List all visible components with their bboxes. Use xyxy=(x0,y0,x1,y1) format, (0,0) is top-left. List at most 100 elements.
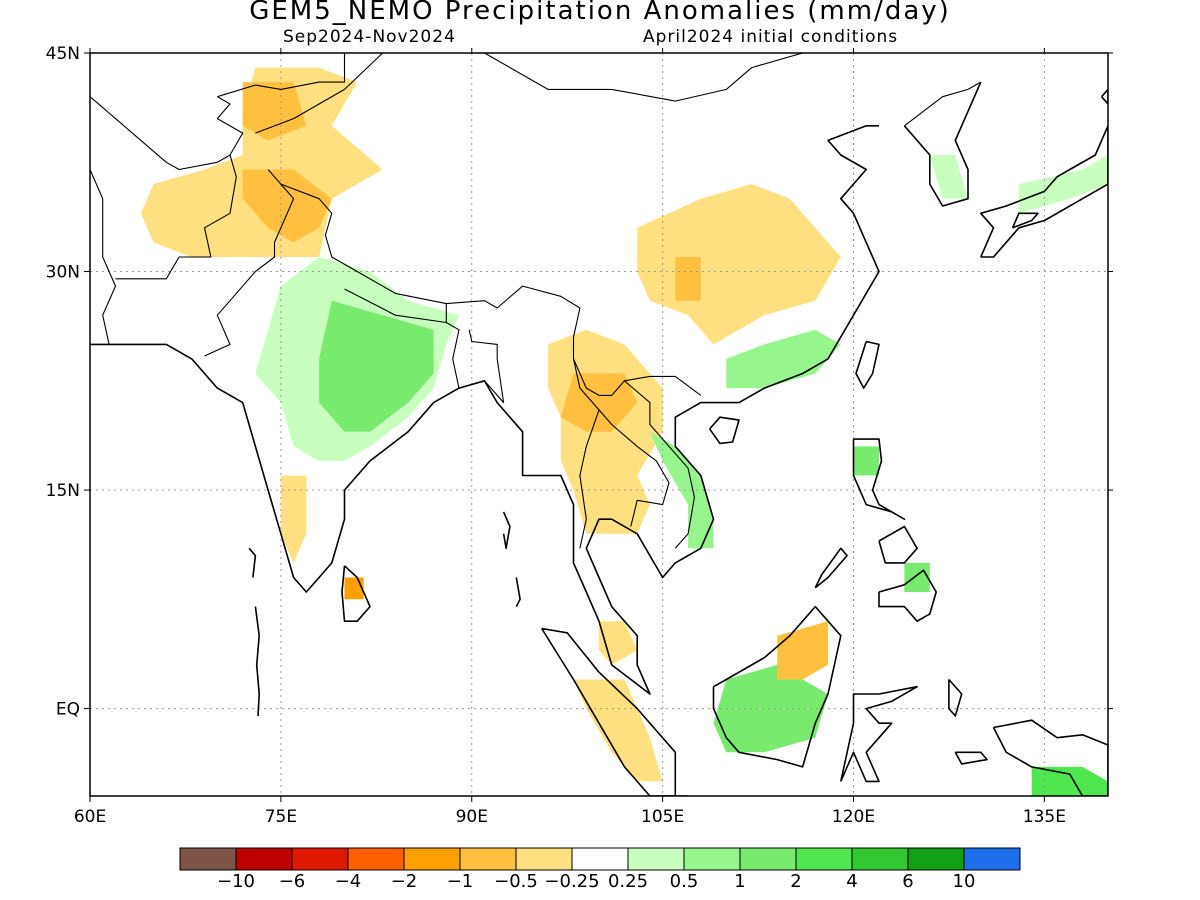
colorbar-swatch xyxy=(683,847,741,871)
colorbar-swatch xyxy=(235,847,293,871)
coastline-halmahera xyxy=(948,678,963,717)
coastline-shikoku xyxy=(1011,212,1039,229)
anomaly-region-south-china-wet xyxy=(726,329,841,389)
coastline-layer xyxy=(90,81,1108,796)
anomaly-region-china-dry-core xyxy=(675,257,701,301)
anomaly-region-new-guinea-wet xyxy=(1031,766,1108,796)
coastline-japan-kyushu-honshu xyxy=(979,125,1108,258)
border-iran-afghanistan xyxy=(90,169,117,345)
colorbar-label: 6 xyxy=(902,871,913,892)
anomaly-region-japan-wet xyxy=(1018,155,1108,214)
coastline-sulawesi xyxy=(840,685,918,783)
anomaly-region-karakoram-dry-core xyxy=(242,169,332,243)
anomaly-region-korea-wet xyxy=(929,155,968,199)
x-tick-label: 60E xyxy=(74,807,106,827)
colorbar-swatch xyxy=(515,847,573,871)
x-axis-ticks: 60E 75E 90E 105E 120E 135E xyxy=(74,48,1066,827)
colorbar-swatch xyxy=(291,847,349,871)
y-tick-label: 15N xyxy=(46,481,80,501)
colorbar: −10 −6 −4 −2 −1 −0.5 −0.25 0.25 0.5 1 2 4 6 10 xyxy=(179,847,1021,892)
colorbar-swatch xyxy=(627,847,685,871)
coastline-pakistan-iran-coast xyxy=(90,343,193,360)
coastline-new-guinea xyxy=(992,719,1108,796)
coastline-mindanao xyxy=(878,569,938,623)
coastline-borneo xyxy=(712,605,842,768)
coastline-india-coast xyxy=(191,125,880,695)
coastline-seram xyxy=(954,751,988,765)
coastline-andaman xyxy=(502,511,511,550)
colorbar-label: 2 xyxy=(790,871,801,892)
colorbar-swatch xyxy=(851,847,909,871)
colorbar-swatch xyxy=(795,847,853,871)
border-myanmar-thai xyxy=(572,358,600,549)
coastline-hokkaido-stub xyxy=(1100,88,1108,105)
coastline-sri-lanka xyxy=(341,565,371,623)
border-china-mongolia xyxy=(255,53,384,134)
border-pakistan-india xyxy=(204,169,295,357)
anomaly-region-sri-lanka-dry xyxy=(344,577,364,600)
colorbar-label: −0.5 xyxy=(494,871,538,892)
colorbar-label: −10 xyxy=(217,871,255,892)
colorbar-swatch xyxy=(907,847,965,871)
colorbar-swatch xyxy=(179,847,237,871)
border-mongolia-south xyxy=(484,53,803,102)
anomaly-region-china-dry xyxy=(637,184,841,345)
colorbar-label: 10 xyxy=(953,871,976,892)
gridlines xyxy=(90,53,1108,796)
coastline-lakshadweep xyxy=(248,547,257,578)
anomaly-region-borneo-wet xyxy=(713,664,828,753)
anomaly-region-india-wet-core xyxy=(319,300,434,432)
colorbar-swatch xyxy=(347,847,405,871)
coastline-korea-coast xyxy=(903,81,982,207)
border-bangladesh xyxy=(446,322,505,404)
x-tick-label: 120E xyxy=(832,807,875,827)
y-axis-ticks: 45N 30N 15N EQ xyxy=(46,44,1113,720)
x-tick-label: 90E xyxy=(456,807,488,827)
anomaly-region-vietnam-wet xyxy=(649,431,714,549)
y-tick-label: EQ xyxy=(56,700,80,720)
colorbar-swatch xyxy=(403,847,461,871)
colorbar-label: 0.5 xyxy=(670,871,699,892)
colorbar-label: −1 xyxy=(447,871,474,892)
colorbar-label: −0.25 xyxy=(544,871,599,892)
border-afghanistan-pakistan xyxy=(115,154,237,280)
border-uzbek-turkmen xyxy=(90,96,244,171)
coastline-taiwan xyxy=(855,340,880,389)
colorbar-label: −6 xyxy=(279,871,306,892)
x-tick-label: 135E xyxy=(1023,807,1066,827)
anomaly-region-borneo-dry xyxy=(777,621,828,680)
x-tick-label: 105E xyxy=(641,807,684,827)
coastline-sumatra xyxy=(541,627,677,796)
anomaly-region-mindanao-wet xyxy=(904,562,930,592)
colorbar-swatch xyxy=(459,847,517,871)
border-layer xyxy=(90,53,982,549)
init-conditions-label: April2024 initial conditions xyxy=(643,27,899,47)
colorbar-label: 0.25 xyxy=(608,871,648,892)
anomaly-region-kashmir-dry-core xyxy=(242,82,307,141)
colorbar-label: 4 xyxy=(846,871,857,892)
border-thai-laos xyxy=(598,409,670,527)
coastline-visayas xyxy=(878,525,918,564)
coastline-hainan xyxy=(709,416,740,445)
colorbar-label: 1 xyxy=(734,871,745,892)
border-china-korea xyxy=(904,81,982,127)
map-title: GEM5_NEMO Precipitation Anomalies (mm/da… xyxy=(249,0,951,26)
border-nepal-south xyxy=(344,288,447,324)
map-frame xyxy=(89,52,1109,797)
anomaly-region-sumatra-dry xyxy=(573,679,663,782)
colorbar-label: −2 xyxy=(391,871,418,892)
coastline-maldives xyxy=(254,606,261,716)
colorbar-swatch xyxy=(571,847,629,871)
colorbar-label: −4 xyxy=(335,871,362,892)
colorbar-swatch xyxy=(963,847,1021,871)
anomaly-fill-layer xyxy=(140,67,1108,796)
x-tick-label: 75E xyxy=(265,807,297,827)
border-himalaya-north xyxy=(280,183,702,396)
y-tick-label: 45N xyxy=(46,44,80,64)
coastline-nicobar xyxy=(515,577,521,607)
period-label: Sep2024-Nov2024 xyxy=(283,27,456,47)
anomaly-region-south-india-dry xyxy=(280,475,307,563)
anomaly-region-philippines-wet xyxy=(853,446,879,476)
border-laos-vietnam xyxy=(624,380,695,549)
